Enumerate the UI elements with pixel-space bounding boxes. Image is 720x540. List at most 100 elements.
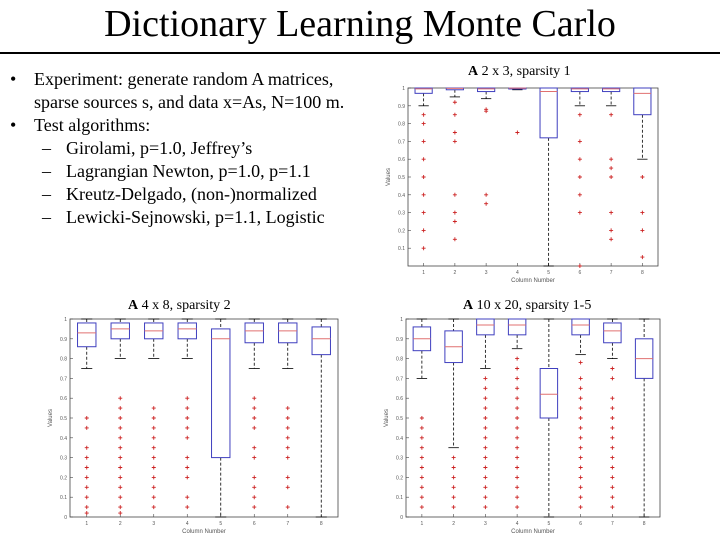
outlier-point bbox=[609, 237, 614, 242]
outlier-point bbox=[252, 445, 257, 450]
y-tick-label: 0.6 bbox=[396, 396, 403, 402]
outlier-point bbox=[84, 445, 89, 450]
outlier-point bbox=[515, 475, 520, 480]
outlier-point bbox=[84, 425, 89, 430]
sub-bullet-item: – Lagrangian Newton, p=1.0, p=1.1 bbox=[10, 160, 372, 183]
y-axis-label: Values bbox=[48, 409, 54, 427]
outlier-point bbox=[577, 264, 582, 268]
y-tick-label: 0.9 bbox=[60, 337, 67, 343]
outlier-point bbox=[515, 505, 520, 510]
slide-title: Dictionary Learning Monte Carlo bbox=[104, 3, 616, 45]
outlier-point bbox=[252, 485, 257, 490]
x-tick-label: 7 bbox=[610, 270, 613, 276]
outlier-point bbox=[451, 455, 456, 460]
y-tick-label: 0.5 bbox=[60, 416, 67, 422]
y-tick-label: 0.1 bbox=[396, 495, 403, 501]
outlier-point bbox=[419, 485, 424, 490]
outlier-point bbox=[577, 175, 582, 179]
bullet-item: • Test algorithms: bbox=[10, 114, 372, 137]
outlier-point bbox=[452, 112, 457, 117]
outlier-point bbox=[577, 192, 582, 197]
outlier-point bbox=[452, 130, 457, 135]
y-tick-label: 0.2 bbox=[398, 228, 405, 234]
outlier-point bbox=[151, 435, 156, 440]
outlier-point bbox=[640, 210, 645, 215]
outlier-point bbox=[451, 485, 456, 490]
outlier-point bbox=[578, 445, 583, 450]
outlier-point bbox=[483, 505, 488, 510]
y-tick-label: 0.3 bbox=[396, 456, 403, 462]
outlier-point bbox=[285, 406, 290, 411]
outlier-point bbox=[515, 356, 520, 361]
outlier-point bbox=[285, 435, 290, 440]
outlier-point bbox=[515, 396, 520, 401]
outlier-point bbox=[640, 255, 645, 260]
y-tick-label: 0 bbox=[400, 515, 403, 521]
plot-heading-text: 4 x 8, sparsity 2 bbox=[138, 298, 231, 313]
dash-icon: – bbox=[42, 161, 51, 181]
plot-frame bbox=[69, 318, 339, 518]
outlier-point bbox=[84, 495, 89, 500]
outlier-point bbox=[610, 475, 615, 480]
outlier-point bbox=[151, 475, 156, 480]
matrix-symbol: A bbox=[468, 64, 479, 79]
outlier-point bbox=[578, 435, 583, 440]
outlier-point bbox=[578, 416, 583, 420]
x-tick-label: 4 bbox=[186, 521, 189, 527]
x-tick-label: 8 bbox=[641, 270, 644, 276]
outlier-point bbox=[118, 396, 123, 401]
outlier-point bbox=[118, 495, 123, 500]
outlier-point bbox=[118, 455, 123, 460]
y-tick-label: 1 bbox=[64, 317, 67, 323]
outlier-point bbox=[252, 455, 257, 460]
x-tick-label: 2 bbox=[452, 521, 455, 527]
outlier-point bbox=[578, 360, 583, 365]
x-tick-label: 7 bbox=[611, 521, 614, 527]
box bbox=[477, 87, 496, 93]
outlier-point bbox=[421, 246, 426, 251]
y-tick-label: 0.8 bbox=[60, 357, 67, 363]
y-tick-label: 0.3 bbox=[60, 456, 67, 462]
outlier-point bbox=[484, 109, 489, 114]
outlier-point bbox=[151, 425, 156, 430]
sub-bullet-item: – Girolami, p=1.0, Jeffrey’s bbox=[10, 137, 372, 160]
outlier-point bbox=[451, 465, 456, 470]
outlier-point bbox=[84, 455, 89, 460]
outlier-point bbox=[515, 425, 520, 430]
outlier-point bbox=[285, 455, 290, 460]
outlier-point bbox=[252, 475, 257, 480]
x-tick-label: 5 bbox=[547, 521, 550, 527]
x-tick-label: 5 bbox=[547, 270, 550, 276]
outlier-point bbox=[483, 485, 488, 490]
plot-heading-text: 10 x 20, sparsity 1-5 bbox=[473, 298, 592, 313]
outlier-point bbox=[151, 465, 156, 470]
sub-bullet-item: – Lewicki-Sejnowski, p=1.1, Logistic bbox=[10, 206, 372, 229]
x-axis-label: Column Number bbox=[511, 278, 555, 284]
outlier-point bbox=[610, 376, 615, 381]
x-tick-label: 3 bbox=[152, 521, 155, 527]
outlier-point bbox=[483, 416, 488, 420]
outlier-point bbox=[610, 416, 615, 420]
outlier-point bbox=[515, 130, 520, 135]
x-tick-label: 8 bbox=[320, 521, 323, 527]
outlier-point bbox=[610, 455, 615, 460]
outlier-point bbox=[483, 465, 488, 470]
dash-icon: – bbox=[42, 184, 51, 204]
x-tick-label: 6 bbox=[253, 521, 256, 527]
outlier-point bbox=[610, 445, 615, 450]
boxplot-2x3: 0.1 0.2 0.3 0.4 0.5 0.6 0.7 0.8 0.9 1 1 2 3 4 5 6 7 8 Colu… bbox=[386, 86, 659, 284]
y-tick-label: 0.2 bbox=[60, 475, 67, 481]
outlier-point bbox=[577, 139, 582, 144]
x-tick-label: 5 bbox=[219, 521, 222, 527]
x-axis-label: Column Number bbox=[511, 529, 555, 535]
y-tick-label: 0.5 bbox=[398, 175, 405, 181]
outlier-point bbox=[483, 406, 488, 411]
y-tick-label: 0 bbox=[64, 515, 67, 521]
outlier-point bbox=[515, 416, 520, 420]
x-tick-label: 2 bbox=[119, 521, 122, 527]
y-tick-label: 0.9 bbox=[398, 104, 405, 110]
y-tick-label: 0.8 bbox=[398, 122, 405, 128]
bullet-text: Experiment: generate random A matrices, … bbox=[34, 69, 345, 112]
y-tick-label: 0.1 bbox=[60, 495, 67, 501]
plot-heading-bottom-right: A 10 x 20, sparsity 1-5 bbox=[463, 298, 591, 314]
